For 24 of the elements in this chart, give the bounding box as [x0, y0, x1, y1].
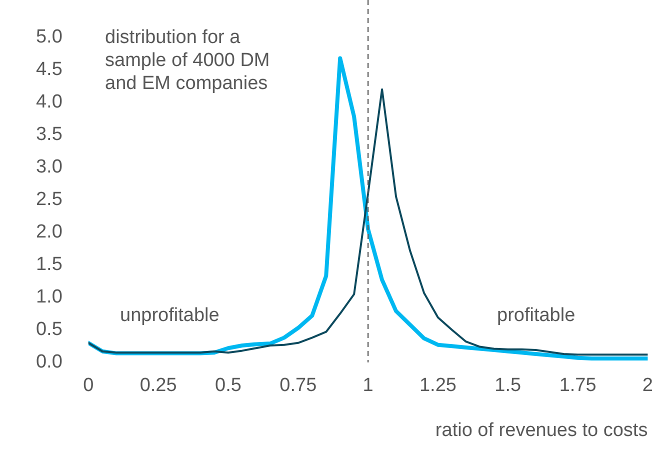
x-tick-label: 1.25: [419, 375, 456, 396]
y-tick-label: 1.5: [36, 254, 62, 276]
y-tick-label: 2.0: [36, 222, 62, 243]
x-tick-label: 1: [362, 375, 374, 396]
y-tick-label: 1.0: [36, 286, 62, 308]
annotation: distribution for a sample of 4000 DM and EM companies: [105, 26, 271, 95]
x-tick-label: 0: [83, 375, 94, 396]
x-tick-label: 0.25: [140, 375, 177, 396]
x-tick-label: 0.5: [215, 375, 242, 396]
y-tick-label: 0.5: [36, 319, 62, 340]
y-tick-label: 4.0: [36, 92, 62, 113]
annotation: unprofitable: [120, 304, 220, 327]
annotation: profitable: [497, 304, 576, 327]
y-tick-label: 5.0: [36, 26, 62, 48]
y-tick-label: 3.5: [36, 124, 62, 146]
y-tick-label: 2.5: [36, 189, 62, 210]
y-tick-label: 3.0: [36, 156, 62, 178]
y-tick-label: 0.0: [36, 352, 62, 373]
x-axis-title: ratio of revenues to costs: [435, 420, 648, 441]
x-tick-label: 1.75: [559, 375, 596, 396]
x-tick-label: 2: [642, 375, 654, 396]
x-tick-label: 0.75: [280, 375, 317, 396]
x-tick-label: 1.5: [494, 375, 522, 396]
y-tick-label: 4.5: [36, 59, 62, 80]
